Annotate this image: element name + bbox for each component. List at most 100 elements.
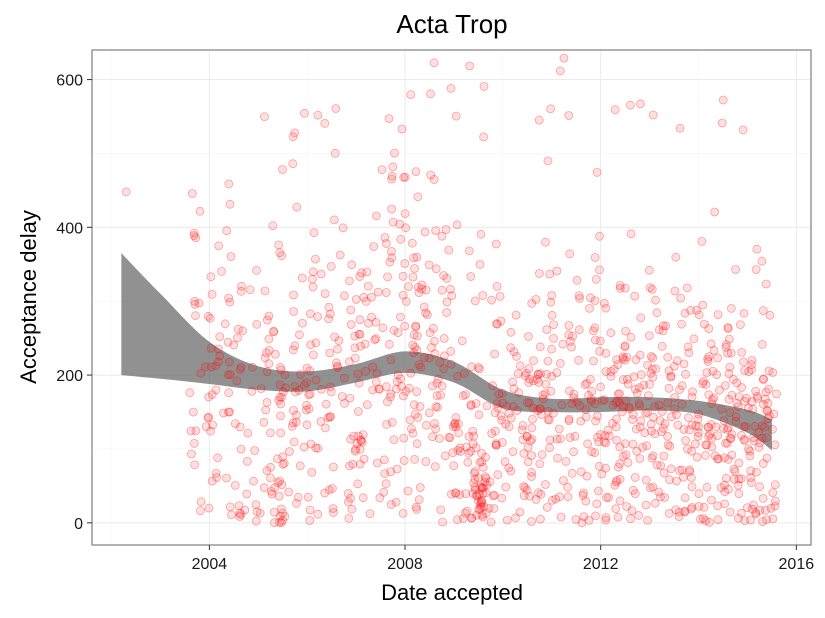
data-point <box>704 422 713 432</box>
data-point <box>596 429 605 439</box>
data-point <box>243 428 253 438</box>
data-point <box>768 514 778 524</box>
data-point <box>523 397 532 407</box>
data-point <box>267 489 277 499</box>
data-point <box>204 392 214 402</box>
data-point <box>275 511 285 521</box>
data-point <box>446 84 456 93</box>
data-point <box>424 408 434 418</box>
data-point <box>344 357 354 367</box>
data-point <box>543 156 553 166</box>
data-point <box>378 323 388 333</box>
data-point <box>663 440 673 450</box>
data-point <box>459 368 469 378</box>
data-point <box>446 489 456 499</box>
data-point <box>740 396 750 406</box>
data-point <box>432 378 442 388</box>
data-point <box>545 435 555 445</box>
data-point <box>362 267 372 277</box>
data-point <box>615 389 624 399</box>
data-point <box>481 474 491 484</box>
data-point <box>224 407 234 417</box>
data-point <box>734 392 744 402</box>
data-point <box>569 389 579 399</box>
data-point <box>434 434 444 443</box>
data-point <box>752 244 762 254</box>
data-point <box>451 488 461 498</box>
data-point <box>478 291 488 300</box>
data-point <box>412 252 422 262</box>
data-point <box>758 399 768 409</box>
data-point <box>515 361 525 371</box>
data-point <box>701 516 711 526</box>
data-point <box>769 409 779 419</box>
data-point <box>595 336 605 346</box>
data-point <box>468 489 478 498</box>
data-point <box>436 390 446 400</box>
data-point <box>588 326 598 336</box>
data-point <box>415 483 425 492</box>
data-point <box>408 272 418 282</box>
data-point <box>681 369 690 379</box>
data-point <box>406 90 416 99</box>
data-point <box>458 514 468 523</box>
data-point <box>582 378 592 388</box>
data-point <box>492 399 502 409</box>
data-point <box>360 339 370 349</box>
data-point <box>590 253 600 262</box>
data-point <box>707 399 717 409</box>
data-point <box>308 282 318 292</box>
data-point <box>225 199 235 209</box>
data-point <box>624 402 634 412</box>
data-point <box>260 286 270 296</box>
data-point <box>426 89 435 99</box>
data-point <box>506 327 516 337</box>
data-point <box>296 370 305 379</box>
data-point <box>685 467 694 477</box>
data-point <box>536 489 546 499</box>
data-point <box>477 495 487 505</box>
data-point <box>495 291 505 301</box>
data-point <box>492 319 502 329</box>
data-point <box>717 118 727 128</box>
data-point <box>379 455 389 465</box>
data-point <box>225 502 235 512</box>
data-point <box>721 342 731 352</box>
data-point <box>205 313 215 323</box>
data-point <box>357 268 366 278</box>
data-point <box>626 332 636 342</box>
data-point <box>440 451 450 461</box>
data-point <box>355 315 365 325</box>
data-point <box>618 375 628 385</box>
data-point <box>660 493 669 502</box>
data-point <box>690 439 700 449</box>
data-point <box>630 472 640 482</box>
data-point <box>442 273 452 283</box>
data-point <box>313 110 323 120</box>
data-point <box>739 422 749 431</box>
data-point <box>612 414 621 424</box>
data-point <box>455 443 465 453</box>
data-point <box>325 348 335 358</box>
data-point <box>591 274 601 284</box>
data-point <box>628 409 638 419</box>
data-point <box>687 502 697 512</box>
data-point <box>406 368 416 378</box>
data-point <box>272 454 282 464</box>
data-point <box>630 489 640 499</box>
data-point <box>623 458 633 468</box>
data-point <box>491 239 501 249</box>
data-point <box>121 187 131 197</box>
data-point <box>401 386 411 396</box>
data-point <box>765 310 775 320</box>
data-point <box>512 351 521 361</box>
data-point <box>392 377 402 387</box>
data-point <box>186 449 196 459</box>
x-tick-label: 2008 <box>387 556 423 573</box>
data-point <box>294 385 304 395</box>
data-point <box>698 300 708 310</box>
data-point <box>578 490 588 500</box>
data-point <box>626 514 635 524</box>
data-point <box>564 416 574 426</box>
data-point <box>398 391 408 401</box>
